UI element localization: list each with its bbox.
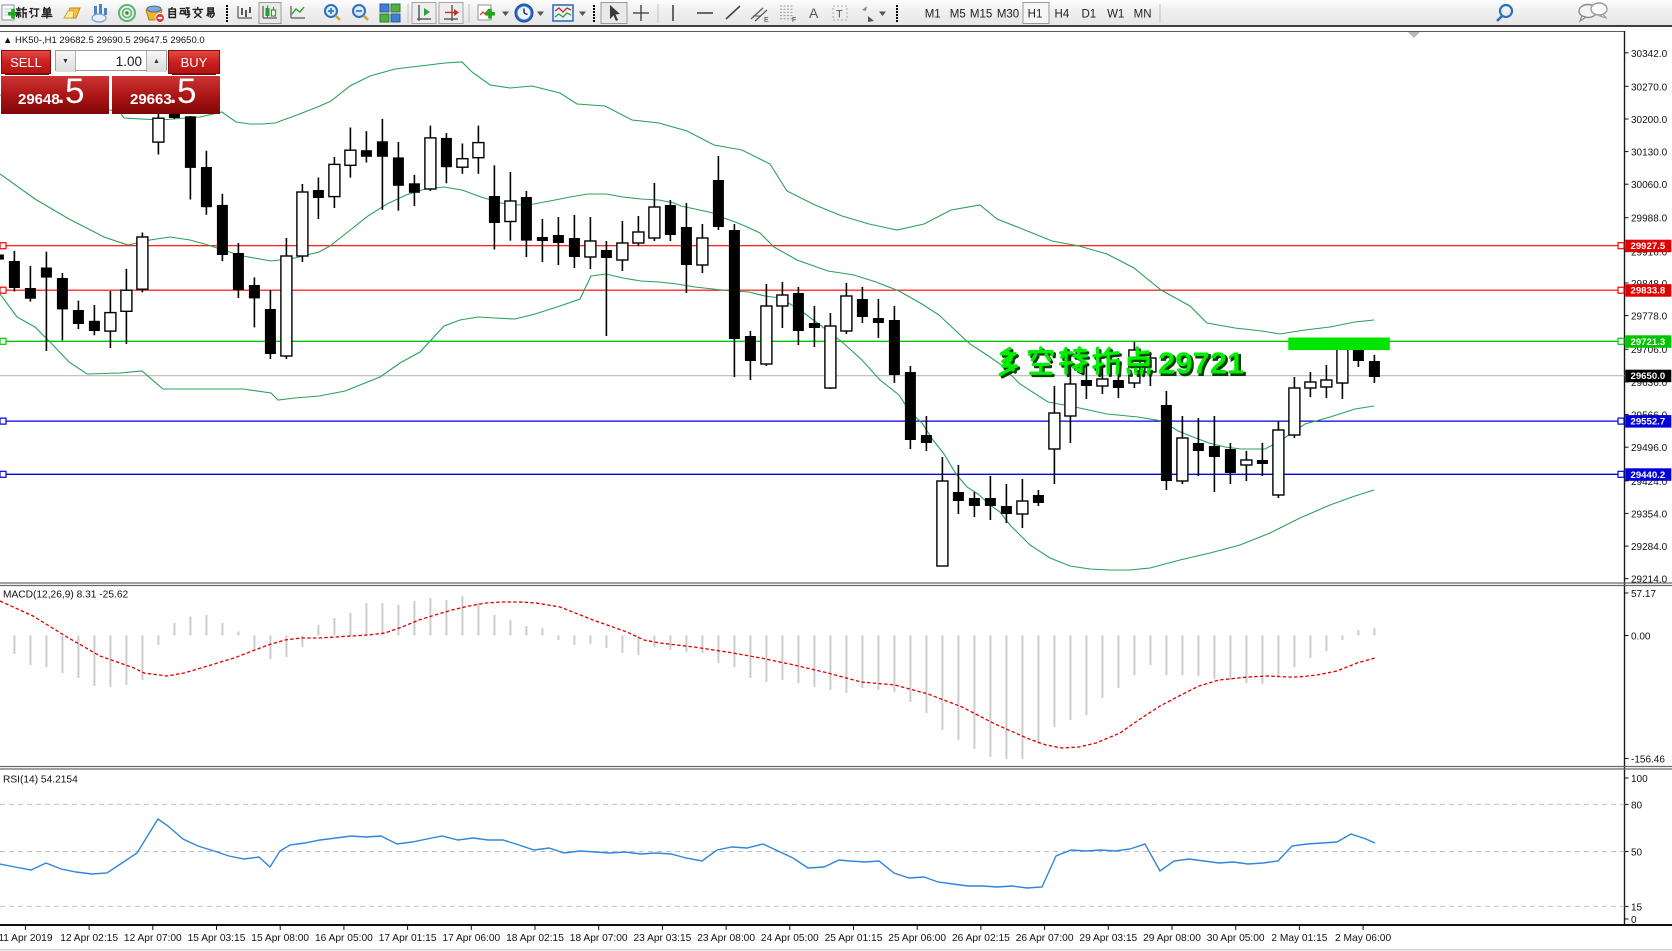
- svg-text:RSI(14) 54.2154: RSI(14) 54.2154: [3, 775, 78, 786]
- svg-text:29833.8: 29833.8: [1631, 286, 1666, 297]
- svg-text:29214.0: 29214.0: [1631, 575, 1668, 586]
- svg-text:29988.0: 29988.0: [1631, 214, 1668, 225]
- svg-text:26 Apr 02:15: 26 Apr 02:15: [952, 933, 1010, 944]
- svg-text:29778.0: 29778.0: [1631, 312, 1668, 323]
- svg-text:M5: M5: [950, 9, 966, 21]
- svg-text:29440.2: 29440.2: [1631, 470, 1666, 481]
- svg-text:D1: D1: [1081, 9, 1096, 21]
- svg-text:57.17: 57.17: [1631, 589, 1656, 600]
- svg-text:▲ HK50-,H1 29682.5 29690.5 29: ▲ HK50-,H1 29682.5 29690.5 29647.5 29650…: [3, 35, 205, 46]
- svg-text:16 Apr 05:00: 16 Apr 05:00: [315, 933, 373, 944]
- svg-text:29 Apr 03:15: 29 Apr 03:15: [1079, 933, 1137, 944]
- svg-text:26 Apr 07:00: 26 Apr 07:00: [1016, 933, 1074, 944]
- svg-text:F: F: [792, 17, 796, 24]
- svg-text:MN: MN: [1134, 9, 1152, 21]
- svg-text:30200.0: 30200.0: [1631, 115, 1668, 126]
- svg-text:0: 0: [1631, 915, 1637, 926]
- svg-text:M1: M1: [925, 9, 941, 21]
- svg-text:17 Apr 06:00: 17 Apr 06:00: [442, 933, 500, 944]
- svg-text:30130.0: 30130.0: [1631, 148, 1668, 159]
- svg-text:12 Apr 02:15: 12 Apr 02:15: [60, 933, 118, 944]
- svg-text:H1: H1: [1028, 9, 1043, 21]
- svg-text:30342.0: 30342.0: [1631, 49, 1668, 60]
- svg-text:M30: M30: [997, 9, 1019, 21]
- svg-text:30 Apr 05:00: 30 Apr 05:00: [1207, 933, 1265, 944]
- svg-text:23 Apr 03:15: 23 Apr 03:15: [634, 933, 692, 944]
- svg-text:18 Apr 07:00: 18 Apr 07:00: [570, 933, 628, 944]
- svg-text:30060.0: 30060.0: [1631, 180, 1668, 191]
- svg-text:29650.0: 29650.0: [1631, 371, 1666, 382]
- svg-text:11 Apr 2019: 11 Apr 2019: [0, 933, 53, 944]
- svg-text:29552.7: 29552.7: [1631, 417, 1666, 428]
- svg-text:29636.0: 29636.0: [1631, 378, 1668, 389]
- svg-text:30270.0: 30270.0: [1631, 82, 1668, 93]
- svg-text:A: A: [809, 5, 819, 21]
- svg-text:29721: 29721: [1160, 348, 1246, 383]
- svg-text:29284.0: 29284.0: [1631, 542, 1668, 553]
- svg-text:12 Apr 07:00: 12 Apr 07:00: [124, 933, 182, 944]
- svg-text:H4: H4: [1055, 9, 1070, 21]
- svg-text:18 Apr 02:15: 18 Apr 02:15: [506, 933, 564, 944]
- svg-text:29496.0: 29496.0: [1631, 443, 1668, 454]
- svg-text:29721: 29721: [1158, 346, 1244, 381]
- svg-text:MACD(12,26,9) 8.31 -25.62: MACD(12,26,9) 8.31 -25.62: [3, 590, 128, 601]
- svg-text:17 Apr 01:15: 17 Apr 01:15: [379, 933, 437, 944]
- svg-text:29 Apr 08:00: 29 Apr 08:00: [1143, 933, 1201, 944]
- svg-text:29354.0: 29354.0: [1631, 509, 1668, 520]
- svg-text:2 May 06:00: 2 May 06:00: [1335, 933, 1391, 944]
- svg-text:T: T: [836, 9, 843, 21]
- svg-text:23 Apr 08:00: 23 Apr 08:00: [697, 933, 755, 944]
- svg-text:50: 50: [1631, 848, 1643, 859]
- svg-text:80: 80: [1631, 800, 1643, 811]
- svg-text:E: E: [764, 17, 769, 24]
- svg-text:29424.0: 29424.0: [1631, 477, 1668, 488]
- svg-text:15 Apr 03:15: 15 Apr 03:15: [188, 933, 246, 944]
- svg-text:15 Apr 08:00: 15 Apr 08:00: [251, 933, 309, 944]
- svg-text:25 Apr 01:15: 25 Apr 01:15: [825, 933, 883, 944]
- svg-text:29721.3: 29721.3: [1631, 337, 1666, 348]
- svg-text:24 Apr 05:00: 24 Apr 05:00: [761, 933, 819, 944]
- svg-text:W1: W1: [1107, 9, 1124, 21]
- svg-text:-156.46: -156.46: [1631, 755, 1665, 766]
- svg-text:M15: M15: [970, 9, 992, 21]
- svg-text:0.00: 0.00: [1631, 632, 1651, 643]
- svg-text:2 May 01:15: 2 May 01:15: [1271, 933, 1327, 944]
- svg-text:29706.0: 29706.0: [1631, 345, 1668, 356]
- svg-text:25 Apr 06:00: 25 Apr 06:00: [888, 933, 946, 944]
- svg-text:29927.5: 29927.5: [1631, 241, 1666, 252]
- svg-text:29916.0: 29916.0: [1631, 247, 1668, 258]
- svg-text:100: 100: [1631, 774, 1648, 785]
- svg-text:15: 15: [1631, 902, 1643, 913]
